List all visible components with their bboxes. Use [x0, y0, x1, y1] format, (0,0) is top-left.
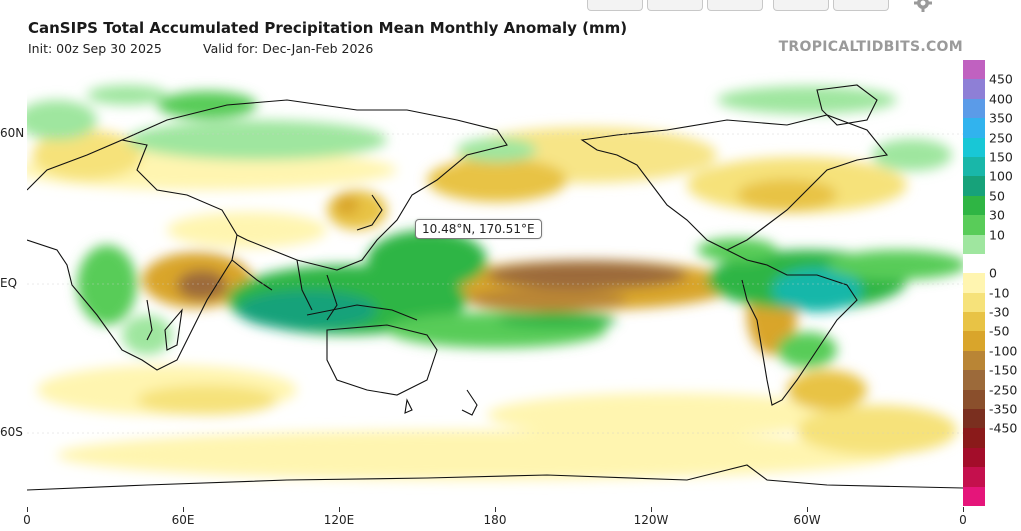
colorbar-swatch	[963, 79, 985, 100]
lon-label-180: 180	[483, 513, 507, 527]
lat-label-eq: EQ	[0, 276, 18, 290]
lon-label-60w: 60W	[793, 513, 821, 527]
toolbar-button-1[interactable]	[587, 0, 643, 11]
colorbar-label: -50	[989, 323, 1010, 339]
colorbar-swatch	[963, 234, 985, 255]
colorbar-swatch	[963, 292, 985, 313]
lat-label-60n: 60N	[0, 126, 25, 140]
colorbar-swatch	[963, 447, 985, 468]
colorbar	[963, 60, 985, 507]
colorbar-swatch	[963, 273, 985, 294]
lon-tick	[183, 507, 184, 512]
colorbar-swatch	[963, 312, 985, 332]
colorbar-label: 350	[989, 110, 1013, 126]
colorbar-swatch	[963, 486, 985, 507]
lat-label-60s: 60S	[0, 425, 23, 439]
colorbar-label: 100	[989, 168, 1013, 184]
toolbar-button-5[interactable]	[833, 0, 889, 11]
colorbar-swatch	[963, 331, 985, 352]
colorbar-swatch	[963, 389, 985, 410]
colorbar-label: -250	[989, 382, 1018, 398]
lon-tick	[495, 507, 496, 512]
colorbar-label: 150	[989, 149, 1013, 165]
colorbar-swatch	[963, 176, 985, 197]
colorbar-label: -30	[989, 304, 1010, 320]
lon-tick	[963, 507, 964, 512]
lon-label-120w: 120W	[633, 513, 669, 527]
colorbar-swatch	[963, 195, 985, 216]
precip-anomaly-map[interactable]	[27, 60, 963, 507]
lon-tick	[807, 507, 808, 512]
colorbar-swatch	[963, 118, 985, 139]
valid-period: Valid for: Dec-Jan-Feb 2026	[203, 41, 374, 56]
colorbar-swatch	[963, 215, 985, 236]
coordinate-tooltip: 10.48°N, 170.51°E	[415, 219, 542, 239]
colorbar-label: 10	[989, 227, 1005, 243]
toolbar-button-4[interactable]	[773, 0, 829, 11]
colorbar-label: -450	[989, 420, 1018, 436]
anomaly-field	[27, 85, 963, 480]
colorbar-swatch	[963, 350, 985, 371]
lon-label-0-east: 0	[959, 513, 967, 527]
colorbar-label: 0	[989, 265, 997, 281]
lon-label-0: 0	[23, 513, 31, 527]
lon-label-60e: 60E	[171, 513, 195, 527]
lon-tick	[339, 507, 340, 512]
colorbar-label: 450	[989, 71, 1013, 87]
toolbar-button-2[interactable]	[647, 0, 703, 11]
colorbar-label: 400	[989, 91, 1013, 107]
colorbar-swatch	[963, 60, 985, 80]
colorbar-swatch	[963, 98, 985, 119]
colorbar-swatch	[963, 156, 985, 177]
gear-icon[interactable]	[912, 0, 934, 14]
colorbar-swatch	[963, 409, 985, 429]
toolbar-button-3[interactable]	[707, 0, 763, 11]
lon-label-120e: 120E	[323, 513, 355, 527]
colorbar-label: 250	[989, 130, 1013, 146]
colorbar-swatch	[963, 370, 985, 391]
colorbar-label: 30	[989, 207, 1005, 223]
colorbar-swatch	[963, 428, 985, 449]
colorbar-label: -350	[989, 401, 1018, 417]
page-title: CanSIPS Total Accumulated Precipitation …	[28, 19, 628, 37]
lon-tick	[27, 507, 28, 512]
init-time: Init: 00z Sep 30 2025	[28, 41, 162, 56]
brand-watermark: TROPICALTIDBITS.COM	[778, 39, 963, 55]
colorbar-label: 50	[989, 188, 1005, 204]
colorbar-label: -10	[989, 285, 1010, 301]
colorbar-swatch	[963, 253, 985, 274]
colorbar-swatch	[963, 467, 985, 488]
colorbar-label: -100	[989, 343, 1018, 359]
graticule	[27, 133, 963, 434]
colorbar-swatch	[963, 137, 985, 158]
lon-tick	[651, 507, 652, 512]
coastlines	[27, 84, 963, 491]
colorbar-label: -150	[989, 362, 1018, 378]
